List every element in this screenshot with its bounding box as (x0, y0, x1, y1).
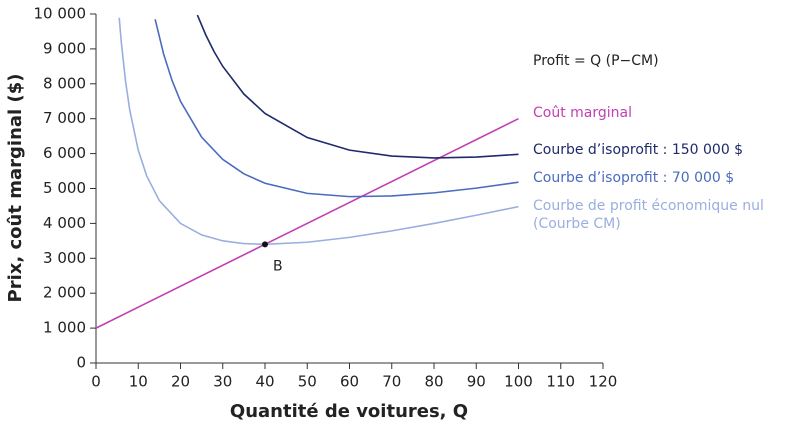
legend-label: Courbe de profit économique nul (Courbe … (533, 198, 764, 232)
y-tick-label: 10 000 (34, 5, 87, 23)
x-tick-label: 120 (589, 373, 618, 391)
series-line (118, 17, 519, 246)
x-tick-label: 90 (467, 373, 486, 391)
series-line (154, 19, 519, 198)
legend-label: Courbe d’isoprofit : 70 000 $ (533, 170, 735, 186)
x-tick-label: 110 (546, 373, 575, 391)
y-axis-label: Prix, coût marginal ($) (5, 74, 26, 303)
y-tick-label: 2 000 (43, 284, 86, 302)
y-tick-label: 0 (76, 354, 86, 372)
point-label: B (273, 258, 283, 274)
x-tick-label: 10 (129, 373, 148, 391)
y-tick-label: 6 000 (43, 144, 86, 162)
x-tick-label: 0 (91, 373, 101, 391)
annotation: Profit = Q (P−CM) (533, 53, 659, 69)
y-tick-label: 7 000 (43, 109, 86, 127)
legend-label: Courbe d’isoprofit : 150 000 $ (533, 142, 744, 158)
x-axis-label: Quantité de voitures, Q (230, 401, 468, 422)
y-tick-label: 5 000 (43, 179, 86, 197)
point-b (262, 241, 268, 248)
legend-label: Coût marginal (533, 105, 632, 121)
x-tick-label: 60 (340, 373, 359, 391)
y-tick-label: 9 000 (43, 39, 86, 57)
x-tick-label: 30 (213, 373, 232, 391)
y-tick-label: 1 000 (43, 319, 86, 337)
y-tick-label: 3 000 (43, 249, 86, 267)
y-tick-label: 8 000 (43, 74, 86, 92)
x-tick-label: 50 (298, 373, 317, 391)
x-tick-label: 80 (424, 373, 443, 391)
y-tick-label: 4 000 (43, 214, 86, 232)
x-tick-label: 40 (255, 373, 274, 391)
x-tick-label: 20 (171, 373, 190, 391)
series-line (196, 14, 519, 159)
x-tick-label: 70 (382, 373, 401, 391)
x-tick-label: 100 (504, 373, 533, 391)
series-line (95, 117, 519, 329)
